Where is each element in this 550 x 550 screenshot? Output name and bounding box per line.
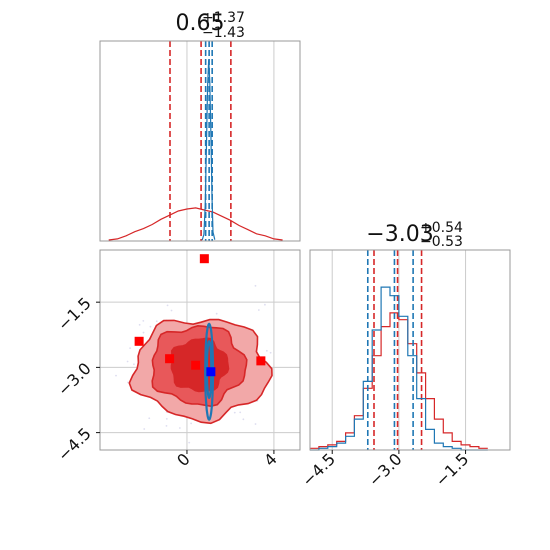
y-tick-label: −4.5 [54, 424, 95, 465]
sample-point [143, 428, 146, 430]
sample-point [239, 411, 242, 414]
square-marker [165, 354, 175, 364]
sample-point [190, 422, 193, 425]
marginal-y-curves [310, 250, 488, 451]
square-marker [191, 360, 201, 370]
sample-point [188, 441, 191, 444]
density-contour [204, 322, 215, 422]
x-tick-label: −1.5 [431, 449, 472, 490]
sample-point [129, 347, 132, 350]
sample-point [115, 374, 117, 377]
marginal-y-title: −3.03 [366, 222, 433, 247]
sample-point [148, 417, 151, 420]
sample-point [265, 349, 268, 352]
marginal-x-series-line [108, 207, 283, 241]
sample-point [165, 417, 168, 420]
marginal-y-x-ticks: −4.5 −3.0 −1.5 [298, 449, 472, 490]
title-minus-error: −0.53 [420, 234, 463, 250]
sample-point [233, 411, 236, 414]
square-marker [206, 367, 216, 377]
joint-y-ticks: −1.5 −3.0 −4.5 [54, 294, 100, 465]
sample-point [165, 424, 168, 427]
joint-markers [134, 254, 266, 377]
sample-point [215, 312, 218, 315]
title-plus-error: +0.54 [420, 220, 463, 236]
marginal-x-frame [99, 40, 301, 242]
sample-point [127, 381, 129, 384]
marginal-y-grid [331, 250, 467, 450]
sample-point [254, 284, 257, 287]
marginal-y-panel: −3.03 +0.54 −0.53 −4.5 −3.0 −1.5 [298, 220, 511, 490]
sample-point [155, 320, 158, 323]
title-minus-error: −1.43 [202, 25, 245, 41]
square-marker [199, 254, 209, 264]
sample-point [254, 423, 257, 425]
sample-point [170, 309, 173, 312]
sample-point [142, 319, 145, 322]
sample-point [178, 427, 181, 429]
sample-point [149, 325, 152, 328]
sample-point [126, 360, 129, 363]
square-marker [256, 356, 266, 366]
sample-point [269, 351, 272, 354]
x-tick-label: 4 [260, 449, 281, 470]
joint-frame [99, 249, 301, 451]
title-plus-error: +1.37 [202, 10, 245, 26]
x-tick-label: −4.5 [298, 449, 339, 490]
marginal-x-title: 0.65 [176, 11, 225, 36]
sample-point [257, 309, 260, 311]
y-tick-label: −3.0 [54, 359, 95, 400]
x-tick-label: −3.0 [365, 449, 406, 490]
y-tick-label: −1.5 [54, 294, 95, 335]
marginal-x-curves [108, 41, 283, 241]
square-marker [134, 336, 144, 346]
title-value: 0.65 [176, 11, 225, 36]
sample-point [166, 304, 169, 307]
marginal-x-panel: 0.65 +1.37 −1.43 [99, 10, 301, 242]
marginal-x-grid [186, 41, 275, 241]
sample-point [138, 323, 141, 326]
sample-point [133, 363, 135, 366]
title-value: −3.03 [366, 222, 433, 247]
x-tick-label: 0 [173, 449, 194, 470]
marginal-y-frame [309, 249, 511, 451]
sample-point [242, 418, 245, 421]
sample-point [142, 331, 145, 334]
sample-point [264, 303, 266, 306]
